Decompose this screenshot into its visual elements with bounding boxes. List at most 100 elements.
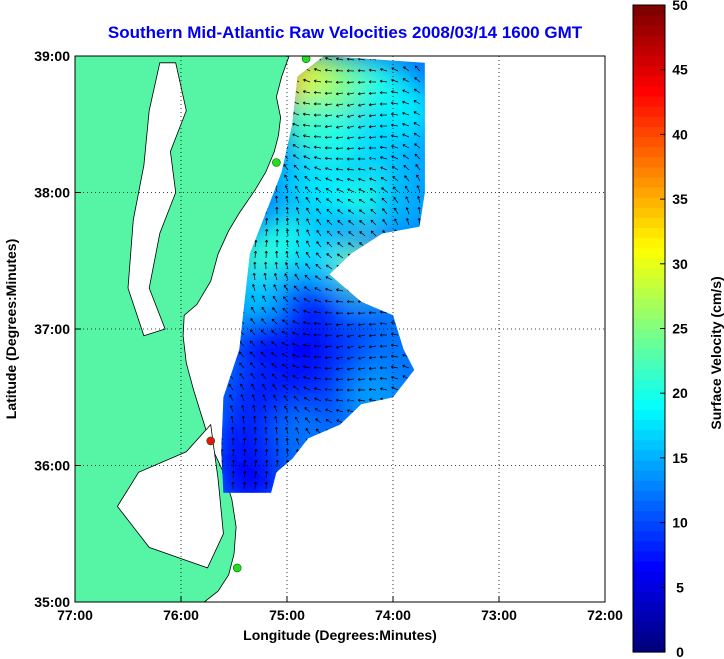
velocity-arrow [275,206,279,215]
velocity-arrow [324,91,333,95]
velocity-arrow [346,57,355,61]
colorbar-band [633,116,665,127]
velocity-arrow [324,387,333,391]
velocity-arrow [314,397,322,402]
velocity-arrow [314,176,322,182]
velocity-arrow [347,188,355,193]
velocity-arrow [271,341,278,347]
velocity-arrow [326,208,333,215]
velocity-arrow [379,344,388,348]
velocity-arrow [292,133,300,138]
velocity-arrow [282,374,289,380]
velocity-arrow [357,311,366,315]
velocity-arrow [368,398,377,402]
velocity-arrow [313,344,322,348]
velocity-arrow [404,185,410,193]
velocity-arrow [250,362,256,369]
y-tick-label: 37:00 [34,321,70,337]
velocity-arrow [346,300,355,304]
velocity-arrow [282,307,289,314]
velocity-arrow [370,230,377,237]
velocity-arrow [263,415,267,424]
velocity-cell [269,362,326,419]
colorbar-band [633,146,665,158]
velocity-arrow [413,122,421,127]
velocity-arrow [324,114,333,118]
velocity-arrow [390,90,399,94]
velocity-arrow [221,448,224,457]
velocity-arrow [379,113,388,117]
velocity-arrow [336,253,344,259]
colorbar-band [633,308,665,319]
velocity-arrow [316,218,322,226]
velocity-arrow [252,272,256,281]
velocity-arrow [303,375,311,380]
velocity-arrow [357,103,366,107]
velocity-arrow [324,146,333,150]
velocity-arrow [292,144,300,149]
velocity-arrow [314,156,322,160]
velocity-arrow [313,124,321,128]
velocity-arrow [336,177,344,182]
velocity-arrow [296,218,300,226]
colorbar-tick-label: 50 [672,0,688,13]
colorbar-tick-label: 10 [672,515,688,531]
velocity-arrow [242,426,246,434]
colorbar-band [633,35,665,47]
velocity-arrow [324,356,333,360]
velocity-arrow [379,145,388,149]
velocity-arrow [324,135,333,139]
velocity-arrow [296,228,300,237]
velocity-arrow [337,242,344,248]
velocity-arrow [324,299,333,303]
velocity-arrow [324,334,333,338]
colorbar-band [633,136,665,148]
y-axis-ticks: 39:00 38:00 37:00 36:00 35:00 [34,48,81,610]
velocity-arrow [335,367,344,371]
colorbar-band [633,298,665,309]
velocity-arrow [285,206,289,215]
velocity-arrow [347,114,355,118]
velocity-arrow [313,90,322,95]
velocity-arrow [313,355,321,359]
velocity-arrow [230,415,234,424]
velocity-arrow [414,65,421,72]
velocity-arrow [379,387,388,391]
velocity-arrow [358,198,366,204]
velocity-arrow [250,372,256,380]
velocity-arrow [294,273,300,281]
velocity-arrow [336,188,344,193]
velocity-arrow [292,385,300,391]
velocity-arrow [368,377,377,381]
velocity-arrow [303,165,311,171]
velocity-arrow [284,405,289,413]
velocity-arrow [241,415,245,424]
velocity-arrow [391,155,399,160]
velocity-arrow [392,186,399,193]
colorbar-band [633,5,665,16]
velocity-arrow [275,228,279,237]
velocity-arrow [380,177,388,182]
velocity-arrow [243,459,247,468]
colorbar-band [633,176,665,188]
colorbar-band [633,85,665,97]
velocity-arrow [391,386,399,391]
velocity-arrow [254,448,258,457]
velocity-arrow [292,320,300,325]
colorbar-tick-label: 35 [672,191,688,207]
velocity-arrow [368,334,377,338]
velocity-arrow [357,69,366,73]
colorbar-band [633,409,665,421]
velocity-arrow [315,263,322,270]
velocity-arrow [337,209,344,215]
x-tick-label: 76:00 [163,607,199,623]
velocity-arrow [302,112,311,116]
velocity-arrow [324,398,333,402]
velocity-arrow [402,100,410,105]
velocity-arrow [283,284,289,292]
velocity-arrow [380,68,388,72]
velocity-arrow [379,355,388,359]
velocity-arrow [326,241,333,248]
velocity-arrow [404,175,410,182]
colorbar-band [633,419,665,431]
